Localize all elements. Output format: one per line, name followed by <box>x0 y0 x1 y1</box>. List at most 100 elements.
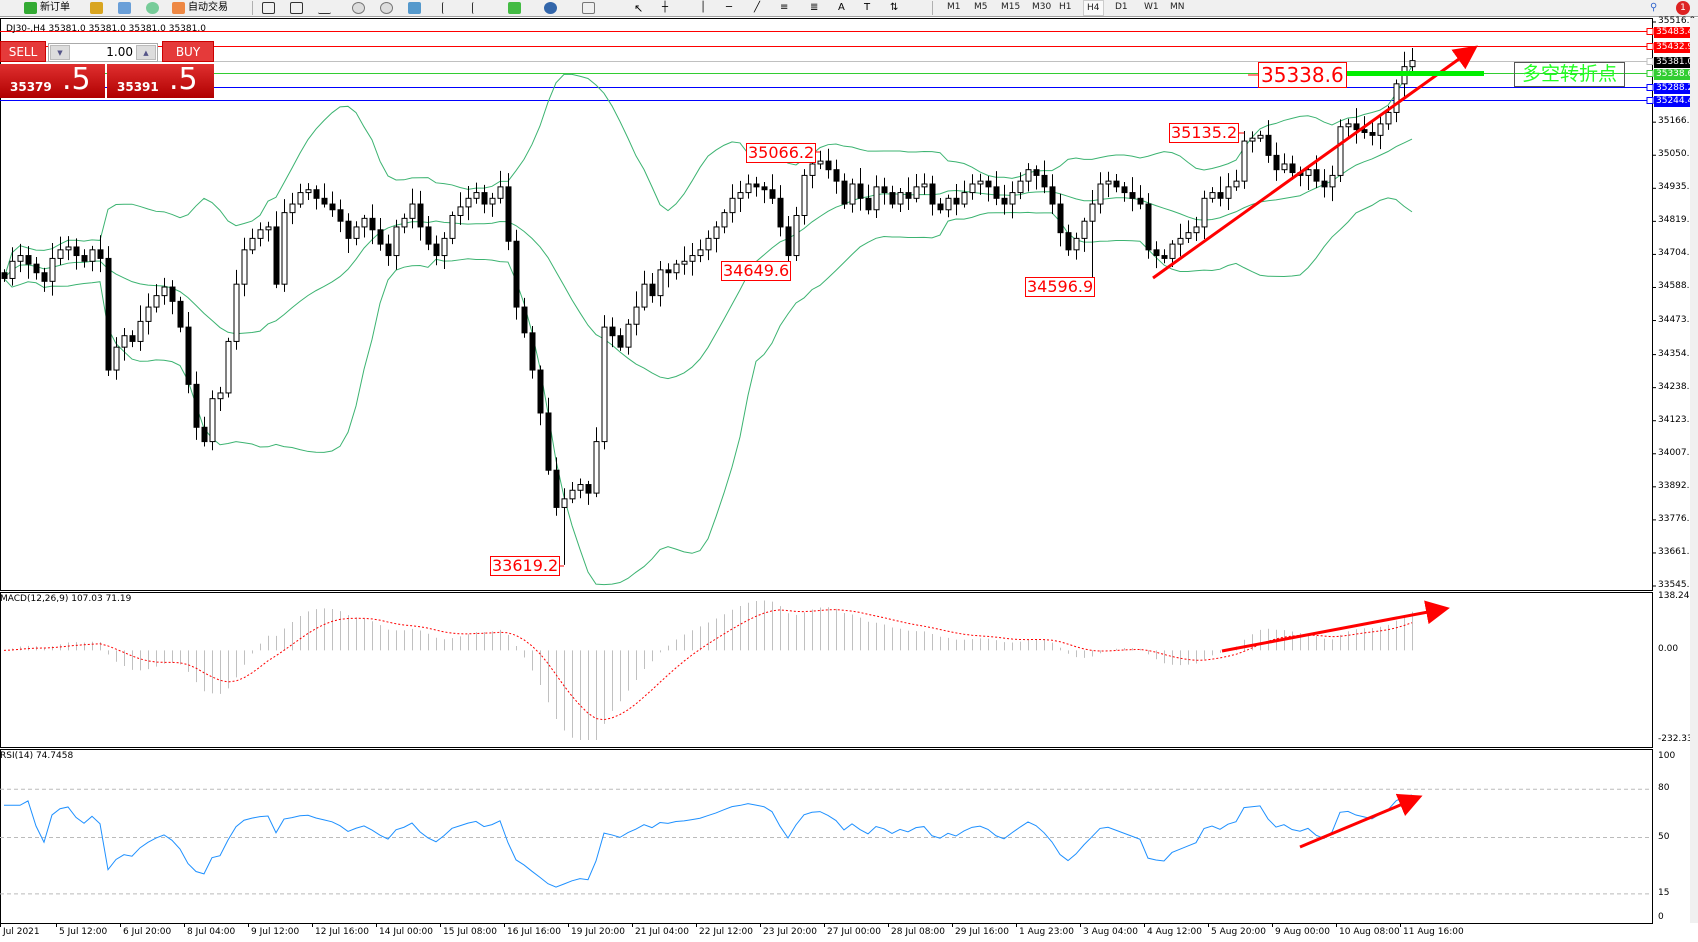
candle <box>1113 173 1120 193</box>
auto-trading-icon[interactable] <box>172 2 185 14</box>
price-axis-label: 35050.5 <box>1658 149 1696 160</box>
arrows-icon[interactable]: ⇅ <box>890 2 899 13</box>
bull-candle-body <box>233 283 240 342</box>
horizontal-line-icon[interactable]: ─ <box>726 2 733 13</box>
chart-shift-icon[interactable] <box>442 2 455 14</box>
trendline-icon[interactable]: ╱ <box>754 2 761 13</box>
candle <box>1249 131 1256 153</box>
new-order-icon[interactable] <box>24 2 37 14</box>
lot-decrease-button[interactable]: ▼ <box>50 45 70 60</box>
market-watch-icon[interactable] <box>90 2 103 14</box>
crosshair-icon[interactable]: ┼ <box>662 2 669 13</box>
candle <box>873 175 880 219</box>
search-icon[interactable]: ⚲ <box>1650 2 1658 13</box>
one-click-trading-panel: SELL ▼ 1.00 ▲ BUY 35379 .5 35391 .5 <box>0 41 214 98</box>
bull-candle-body <box>1185 232 1192 239</box>
candle <box>601 315 608 450</box>
high-label[interactable]: 35066.2 <box>746 143 817 163</box>
text-icon[interactable]: A <box>838 2 845 13</box>
candle <box>209 390 216 451</box>
zoom-out-icon[interactable] <box>380 2 393 14</box>
notification-badge[interactable]: 1 <box>1676 1 1690 15</box>
navigator-icon[interactable] <box>118 2 131 14</box>
bull-candle-body <box>1025 169 1032 182</box>
price-line-label[interactable]: 35288.2 <box>1654 82 1698 94</box>
candle <box>1345 118 1352 138</box>
bull-candle-body <box>353 226 360 239</box>
time-axis-label: 22 Jul 12:00 <box>699 927 753 937</box>
high-label[interactable]: 35135.2 <box>1169 123 1240 143</box>
timeframe-h4[interactable]: H4 <box>1083 0 1104 16</box>
timeframe-h1[interactable]: H1 <box>1059 2 1072 12</box>
price-axis-label: 34354.0 <box>1658 348 1696 359</box>
timeframe-m5[interactable]: M5 <box>974 2 988 12</box>
buy-price-button[interactable]: 35391 .5 <box>107 62 214 98</box>
price-line-label[interactable]: 35432.9 <box>1654 41 1698 53</box>
bull-candle-body <box>745 183 752 194</box>
timeframe-m1[interactable]: M1 <box>947 2 961 12</box>
sell-button[interactable]: SELL <box>0 41 46 62</box>
bull-candle-body <box>593 441 600 494</box>
candle <box>1273 142 1280 181</box>
cursor-icon[interactable]: ↖ <box>634 2 644 15</box>
fibonacci-icon[interactable]: ≣ <box>810 2 819 13</box>
line-chart-icon[interactable] <box>318 2 331 14</box>
candle <box>849 178 856 213</box>
turning-point-price-label[interactable]: 35338.6 <box>1258 62 1347 88</box>
candle <box>217 386 224 411</box>
candle <box>41 267 48 292</box>
price-line-label[interactable]: 35338.6 <box>1654 68 1698 80</box>
turning-point-bar <box>1337 71 1484 76</box>
low-label[interactable]: 33619.2 <box>490 556 561 576</box>
timeframe-w1[interactable]: W1 <box>1144 2 1159 12</box>
signal-icon[interactable] <box>146 2 159 14</box>
buy-button[interactable]: BUY <box>162 41 214 62</box>
autoscroll-icon[interactable] <box>472 2 485 14</box>
timeframe-m30[interactable]: M30 <box>1032 2 1052 12</box>
bear-candle-body <box>201 426 208 443</box>
candle <box>9 247 16 286</box>
candlestick-icon[interactable] <box>290 2 303 14</box>
zoom-in-icon[interactable] <box>352 2 365 14</box>
periods-icon[interactable] <box>544 2 557 14</box>
channel-icon[interactable]: ≡ <box>780 2 789 13</box>
price-line-label[interactable]: 35483.4 <box>1654 26 1698 38</box>
timeframe-m15[interactable]: M15 <box>1001 2 1021 12</box>
candle <box>1185 220 1192 243</box>
price-line-label[interactable]: 35244.4 <box>1654 95 1698 107</box>
candle <box>777 185 784 237</box>
low-label[interactable]: 34596.9 <box>1025 277 1096 297</box>
lot-size-input[interactable]: ▼ 1.00 ▲ <box>48 43 158 62</box>
timeframe-mn[interactable]: MN <box>1170 2 1185 12</box>
bull-candle-body <box>945 197 952 211</box>
templates-icon[interactable] <box>582 2 595 14</box>
bear-candle-body <box>41 272 48 282</box>
indicators-icon[interactable] <box>508 2 521 14</box>
vertical-line-icon[interactable]: │ <box>700 2 707 13</box>
text-label-icon[interactable]: T <box>864 2 871 13</box>
new-order-button[interactable]: 新订单 <box>40 2 70 13</box>
candle <box>177 296 184 333</box>
candle <box>1217 176 1224 207</box>
candle <box>793 206 800 261</box>
rsi-trend-arrow <box>1299 793 1423 849</box>
turning-point-text[interactable]: 多空转折点 <box>1514 62 1625 87</box>
bear-candle-body <box>337 209 344 222</box>
bull-candle-body <box>489 197 496 205</box>
low-label[interactable]: 34649.6 <box>721 261 792 281</box>
bull-candle-body <box>1193 226 1200 234</box>
auto-trading-button[interactable]: 自动交易 <box>188 2 228 13</box>
sell-price-button[interactable]: 35379 .5 <box>0 62 105 98</box>
bull-candle-body <box>801 174 808 216</box>
price-line-label[interactable]: 35381.0 <box>1654 56 1698 68</box>
timeframe-d1[interactable]: D1 <box>1115 2 1128 12</box>
candle <box>81 249 88 268</box>
time-axis-label: 11 Aug 16:00 <box>1403 927 1464 937</box>
bar-chart-icon[interactable] <box>262 2 275 14</box>
bear-candle-body <box>905 192 912 199</box>
lot-increase-button[interactable]: ▲ <box>136 45 156 60</box>
candle <box>529 325 536 379</box>
tile-windows-icon[interactable] <box>408 2 421 14</box>
vertical-scrollbar[interactable] <box>1690 18 1698 923</box>
